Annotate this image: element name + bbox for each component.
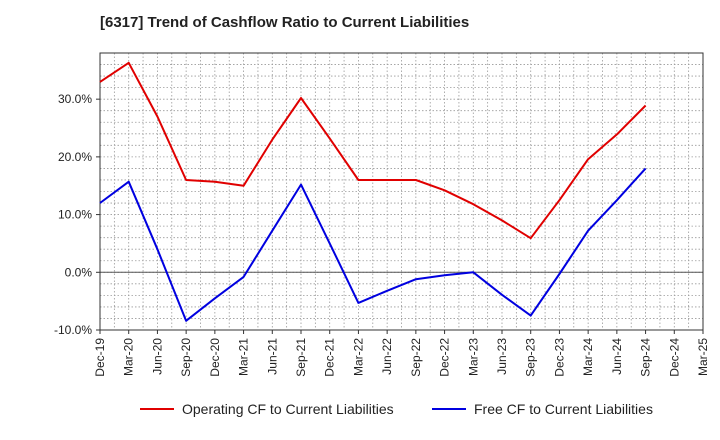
x-tick-label: Mar-23: [466, 338, 480, 376]
legend-label: Operating CF to Current Liabilities: [182, 401, 394, 417]
x-tick-label: Jun-23: [495, 338, 509, 375]
x-tick-label: Dec-23: [552, 338, 566, 377]
plot-border: [99, 52, 704, 331]
x-tick-label: Sep-20: [179, 338, 193, 377]
x-tick-label: Dec-24: [667, 338, 681, 377]
x-tick-label: Mar-22: [351, 338, 365, 376]
x-tick-label: Jun-20: [150, 338, 164, 375]
x-tick-label: Dec-22: [438, 338, 452, 377]
y-tick-label: 0.0%: [65, 265, 93, 279]
x-tick-label: Sep-24: [639, 338, 653, 377]
x-tick-label: Sep-21: [294, 338, 308, 377]
legend-label: Free CF to Current Liabilities: [474, 401, 653, 417]
x-tick-label: Sep-22: [409, 338, 423, 377]
x-tick-label: Mar-21: [237, 338, 251, 376]
x-tick-label: Dec-21: [323, 338, 337, 377]
x-tick-label: Mar-24: [581, 338, 595, 376]
x-tick-label: Jun-21: [265, 338, 279, 375]
x-tick-label: Mar-25: [696, 338, 710, 376]
x-tick-label: Jun-24: [610, 338, 624, 375]
y-tick-label: -10.0%: [54, 323, 92, 337]
y-tick-label: 10.0%: [58, 208, 92, 222]
x-tick-label: Mar-20: [122, 338, 136, 376]
x-tick-label: Dec-19: [93, 338, 107, 377]
chart-title: [6317] Trend of Cashflow Ratio to Curren…: [100, 14, 470, 31]
series-line: [99, 61, 647, 240]
y-tick-label: 30.0%: [58, 92, 92, 106]
x-tick-label: Dec-20: [208, 338, 222, 377]
y-tick-label: 20.0%: [58, 150, 92, 164]
x-tick-label: Sep-23: [524, 338, 538, 377]
series-line: [99, 167, 647, 322]
x-tick-label: Jun-22: [380, 338, 394, 375]
